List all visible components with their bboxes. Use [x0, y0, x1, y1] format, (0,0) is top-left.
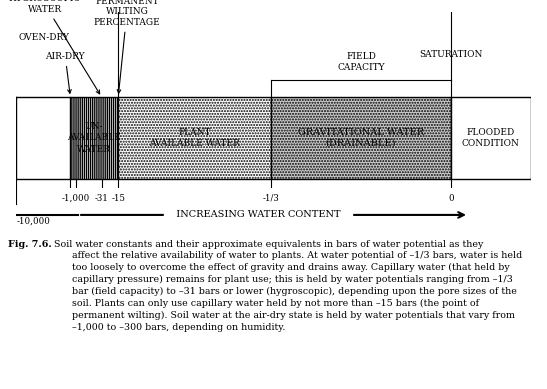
Text: FIELD
CAPACITY: FIELD CAPACITY: [337, 52, 385, 72]
Text: HYGROSCOPIC
WATER: HYGROSCOPIC WATER: [9, 0, 100, 94]
Text: Fig. 7.6.: Fig. 7.6.: [8, 240, 52, 249]
Text: Soil water constants and their approximate equivalents in bars of water potentia: Soil water constants and their approxima…: [48, 240, 522, 332]
Text: SATURATION: SATURATION: [419, 50, 482, 59]
Text: GRAVITATIONAL WATER
(DRAINABLE): GRAVITATIONAL WATER (DRAINABLE): [298, 128, 424, 148]
Bar: [71, 97, 118, 179]
Text: 0: 0: [448, 194, 453, 203]
Text: OVEN-DRY: OVEN-DRY: [19, 33, 70, 42]
Text: PLANT
AVAILABLE WATER: PLANT AVAILABLE WATER: [149, 128, 240, 148]
Text: -31: -31: [95, 194, 109, 203]
Text: UN-
AVAILABLE
WATER: UN- AVAILABLE WATER: [67, 122, 121, 154]
Bar: [118, 97, 271, 179]
Text: AIR-DRY: AIR-DRY: [45, 52, 85, 93]
Text: PERMANENT
WILTING
PERCENTAGE: PERMANENT WILTING PERCENTAGE: [94, 0, 160, 93]
Text: INCREASING WATER CONTENT: INCREASING WATER CONTENT: [170, 210, 346, 219]
Text: -1/3: -1/3: [263, 194, 280, 203]
Bar: [271, 97, 451, 179]
Text: -15: -15: [111, 194, 125, 203]
Text: -1,000: -1,000: [61, 194, 90, 203]
Bar: [451, 97, 531, 179]
Text: WATER POTENTIAL IN BARS: WATER POTENTIAL IN BARS: [199, 215, 348, 224]
Text: -10,000: -10,000: [16, 217, 50, 226]
Text: FLOODED
CONDITION: FLOODED CONDITION: [462, 128, 520, 148]
